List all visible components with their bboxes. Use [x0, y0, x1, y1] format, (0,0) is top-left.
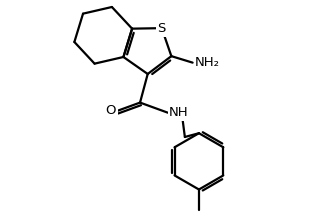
Text: NH: NH: [169, 106, 188, 119]
Text: S: S: [158, 22, 166, 35]
Text: O: O: [106, 104, 116, 117]
Text: NH₂: NH₂: [195, 56, 220, 69]
